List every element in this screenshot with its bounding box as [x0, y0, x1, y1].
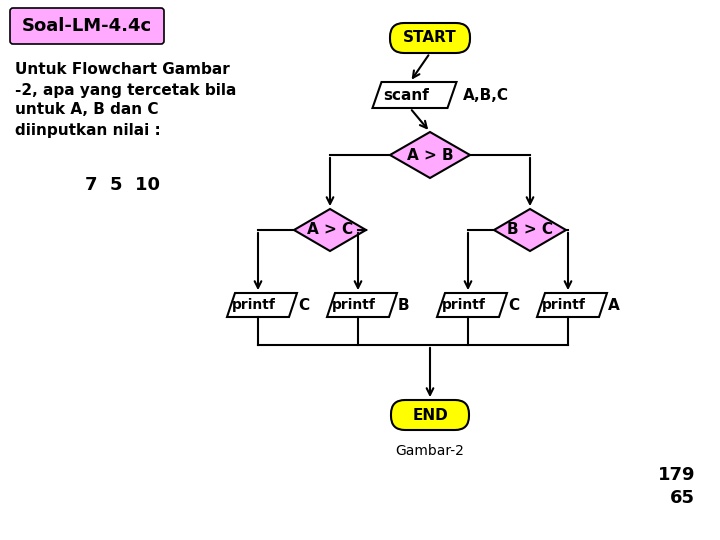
Polygon shape	[227, 293, 297, 317]
Text: printf: printf	[332, 298, 376, 312]
Polygon shape	[437, 293, 507, 317]
Text: scanf: scanf	[383, 87, 429, 103]
Text: printf: printf	[442, 298, 486, 312]
Polygon shape	[537, 293, 607, 317]
Polygon shape	[494, 209, 566, 251]
Text: A > C: A > C	[307, 222, 353, 238]
Text: C: C	[508, 298, 519, 313]
Text: START: START	[403, 30, 457, 45]
Text: untuk A, B dan C: untuk A, B dan C	[15, 103, 158, 118]
Text: Untuk Flowchart Gambar: Untuk Flowchart Gambar	[15, 63, 230, 78]
Text: diinputkan nilai :: diinputkan nilai :	[15, 123, 161, 138]
Polygon shape	[327, 293, 397, 317]
Text: END: END	[412, 408, 448, 422]
FancyBboxPatch shape	[391, 400, 469, 430]
Text: -2, apa yang tercetak bila: -2, apa yang tercetak bila	[15, 83, 236, 98]
Text: B > C: B > C	[507, 222, 553, 238]
Text: printf: printf	[542, 298, 586, 312]
Text: A,B,C: A,B,C	[462, 87, 508, 103]
Polygon shape	[294, 209, 366, 251]
Text: 179: 179	[657, 466, 695, 484]
FancyBboxPatch shape	[10, 8, 164, 44]
Text: 7  5  10: 7 5 10	[85, 176, 160, 194]
Text: C: C	[298, 298, 309, 313]
Text: Gambar-2: Gambar-2	[395, 444, 464, 458]
Polygon shape	[390, 132, 470, 178]
Text: printf: printf	[232, 298, 276, 312]
FancyBboxPatch shape	[390, 23, 470, 53]
Text: B: B	[398, 298, 410, 313]
Text: A > B: A > B	[407, 147, 454, 163]
Text: Soal-LM-4.4c: Soal-LM-4.4c	[22, 17, 152, 35]
Text: A: A	[608, 298, 620, 313]
Polygon shape	[372, 82, 456, 108]
Text: 65: 65	[670, 489, 695, 507]
